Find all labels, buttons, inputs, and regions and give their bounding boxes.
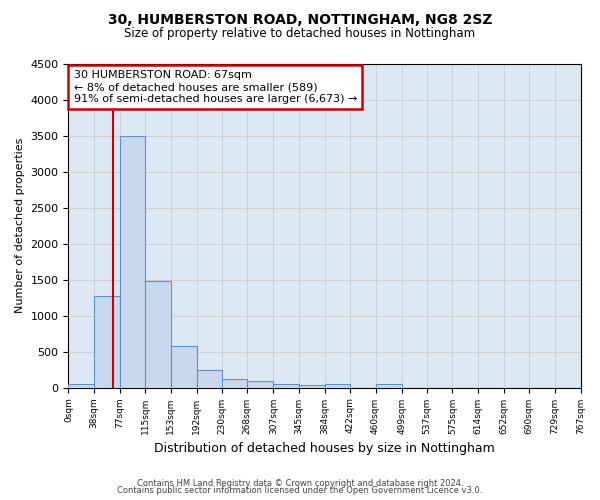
Bar — [274, 384, 299, 388]
Bar — [94, 296, 120, 388]
Bar — [170, 346, 197, 388]
Text: Contains public sector information licensed under the Open Government Licence v3: Contains public sector information licen… — [118, 486, 482, 495]
Text: Contains HM Land Registry data © Crown copyright and database right 2024.: Contains HM Land Registry data © Crown c… — [137, 478, 463, 488]
Bar — [120, 136, 145, 388]
Bar — [299, 384, 325, 388]
Bar — [376, 384, 401, 388]
Text: 30 HUMBERSTON ROAD: 67sqm
← 8% of detached houses are smaller (589)
91% of semi-: 30 HUMBERSTON ROAD: 67sqm ← 8% of detach… — [74, 70, 357, 104]
Bar — [68, 384, 94, 388]
Bar — [247, 382, 274, 388]
Text: 30, HUMBERSTON ROAD, NOTTINGHAM, NG8 2SZ: 30, HUMBERSTON ROAD, NOTTINGHAM, NG8 2SZ — [108, 12, 492, 26]
Y-axis label: Number of detached properties: Number of detached properties — [15, 138, 25, 314]
Bar — [197, 370, 222, 388]
Bar — [145, 281, 170, 388]
Text: Size of property relative to detached houses in Nottingham: Size of property relative to detached ho… — [124, 28, 476, 40]
X-axis label: Distribution of detached houses by size in Nottingham: Distribution of detached houses by size … — [154, 442, 495, 455]
Bar — [222, 380, 247, 388]
Bar — [325, 384, 350, 388]
